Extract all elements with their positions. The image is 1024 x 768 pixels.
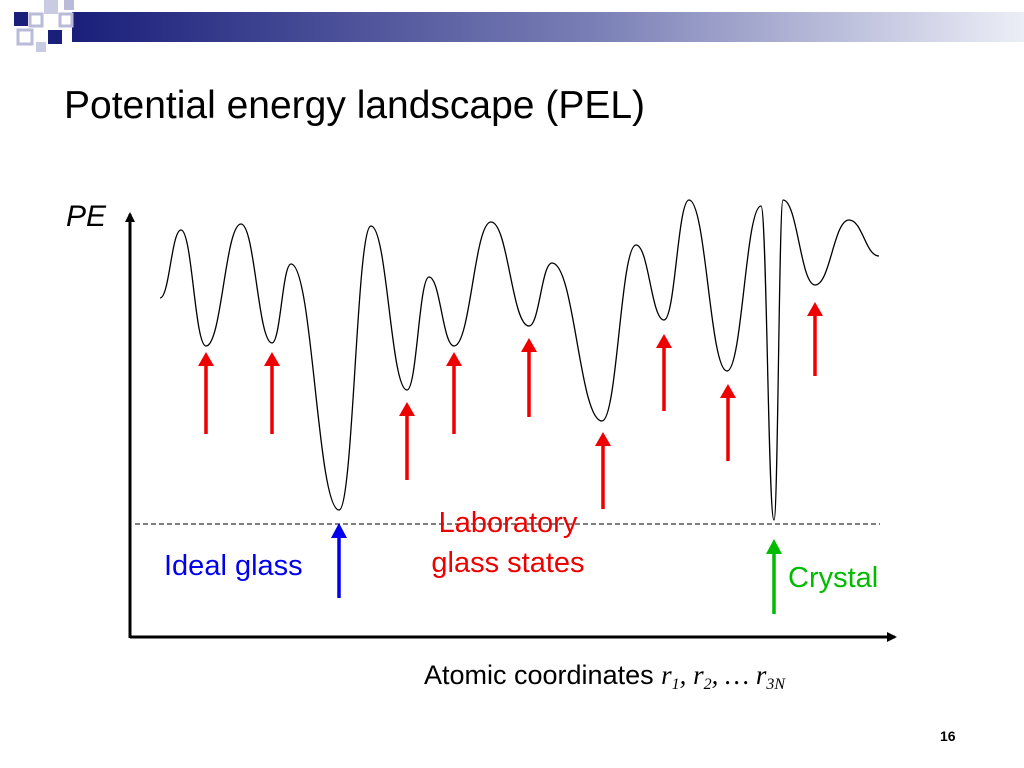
header-gradient-bar — [72, 12, 1024, 42]
x-axis-r3n-sub: 3N — [766, 676, 786, 693]
red-arrow-head — [720, 384, 736, 398]
ideal-glass-arrow — [331, 523, 347, 598]
x-axis-r2-sub: 2 — [703, 676, 712, 693]
x-axis-r1-sub: 1 — [671, 676, 680, 693]
laboratory-glass-label-line1: Laboratory — [439, 507, 578, 539]
slide-number: 16 — [940, 728, 956, 744]
decorative-squares-icon — [14, 0, 74, 52]
slide-title: Potential energy landscape (PEL) — [64, 84, 646, 127]
x-axis-r3: r — [755, 660, 767, 690]
x-axis-r2: r — [693, 660, 704, 690]
crystal-label: Crystal — [788, 562, 878, 594]
energy-landscape-curve — [159, 199, 880, 521]
x-axis-sep2: , … — [711, 660, 756, 690]
red-arrow-head — [521, 338, 537, 352]
red-arrow-head — [656, 334, 672, 348]
red-arrow-head — [595, 432, 611, 446]
red-arrow-head — [198, 352, 214, 366]
laboratory-glass-arrows — [198, 302, 823, 509]
red-arrow-head — [807, 302, 823, 316]
x-axis-label-text: Atomic coordinates — [424, 660, 662, 690]
red-arrow-head — [399, 402, 415, 416]
red-arrow-head — [264, 352, 280, 366]
header-band — [14, 0, 1024, 52]
x-axis-r1: r — [661, 660, 672, 690]
red-arrow-head — [446, 352, 462, 366]
laboratory-glass-label-line2: glass states — [431, 547, 584, 579]
crystal-arrow — [766, 539, 782, 614]
ideal-glass-label: Ideal glass — [164, 550, 303, 582]
x-axis-sep1: , — [679, 660, 694, 690]
y-axis-label: PE — [66, 200, 107, 233]
x-axis-label: Atomic coordinates r1, r2, … r3N — [424, 660, 785, 694]
